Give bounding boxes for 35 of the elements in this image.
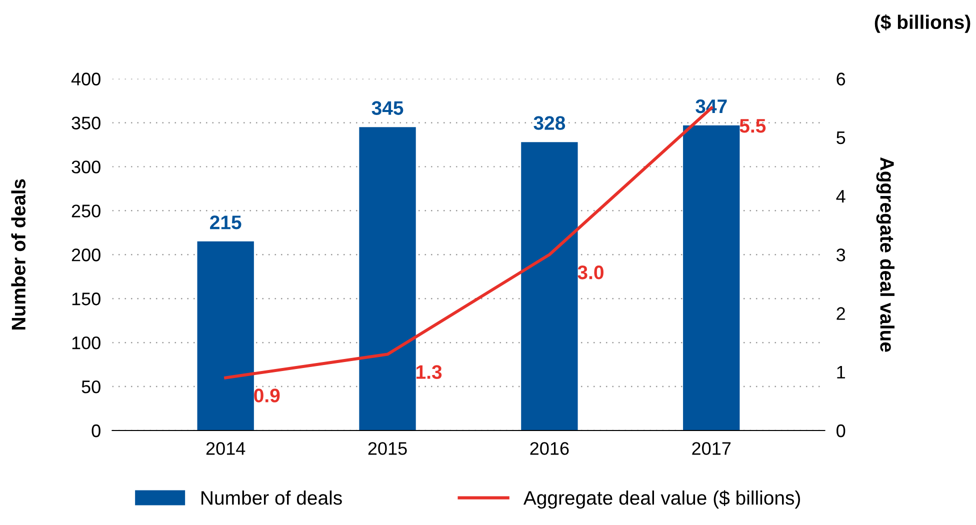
bar [359,127,416,430]
y-tick-label: 50 [82,380,100,394]
data-label: 0.9 [254,388,280,402]
y2-tick-label: 1 [837,366,845,378]
y2-tick-label: 3 [836,248,846,262]
bar [197,241,254,430]
y-tick-label: 400 [71,72,100,86]
x-tick-label: 2015 [368,442,407,455]
x-tick-label: 2017 [692,442,731,455]
data-label: 215 [210,215,242,230]
y2-tick-label: 4 [836,190,846,203]
y2-tick-label: 2 [836,307,845,320]
y-tick-label: 350 [72,116,100,130]
bar [683,125,740,430]
y-tick-label: 0 [92,424,100,438]
x-tick-label: 2014 [206,442,246,455]
y2-axis-title: Aggregate deal value [876,157,894,352]
data-label: 345 [372,101,404,115]
y-tick-label: 200 [72,248,100,262]
y-tick-label: 300 [72,160,100,174]
y2-tick-label: 5 [836,131,846,144]
y2-tick-label: 0 [836,424,846,438]
y-tick-label: 250 [72,204,100,218]
legend-label: Aggregate deal value ($ billions) [523,490,800,509]
bar [521,142,578,430]
data-label: 328 [534,116,566,130]
y-tick-label: 150 [72,292,100,306]
legend-label: Number of deals [202,490,342,505]
y-tick-label: 100 [72,336,100,350]
y-axis-title: Number of deals [11,179,26,330]
data-label: 5.5 [740,119,766,133]
data-label: 1.3 [416,365,442,379]
x-tick-label: 2016 [530,442,569,455]
text: ($ billions) [874,14,970,33]
y2-tick-label: 6 [836,72,846,86]
